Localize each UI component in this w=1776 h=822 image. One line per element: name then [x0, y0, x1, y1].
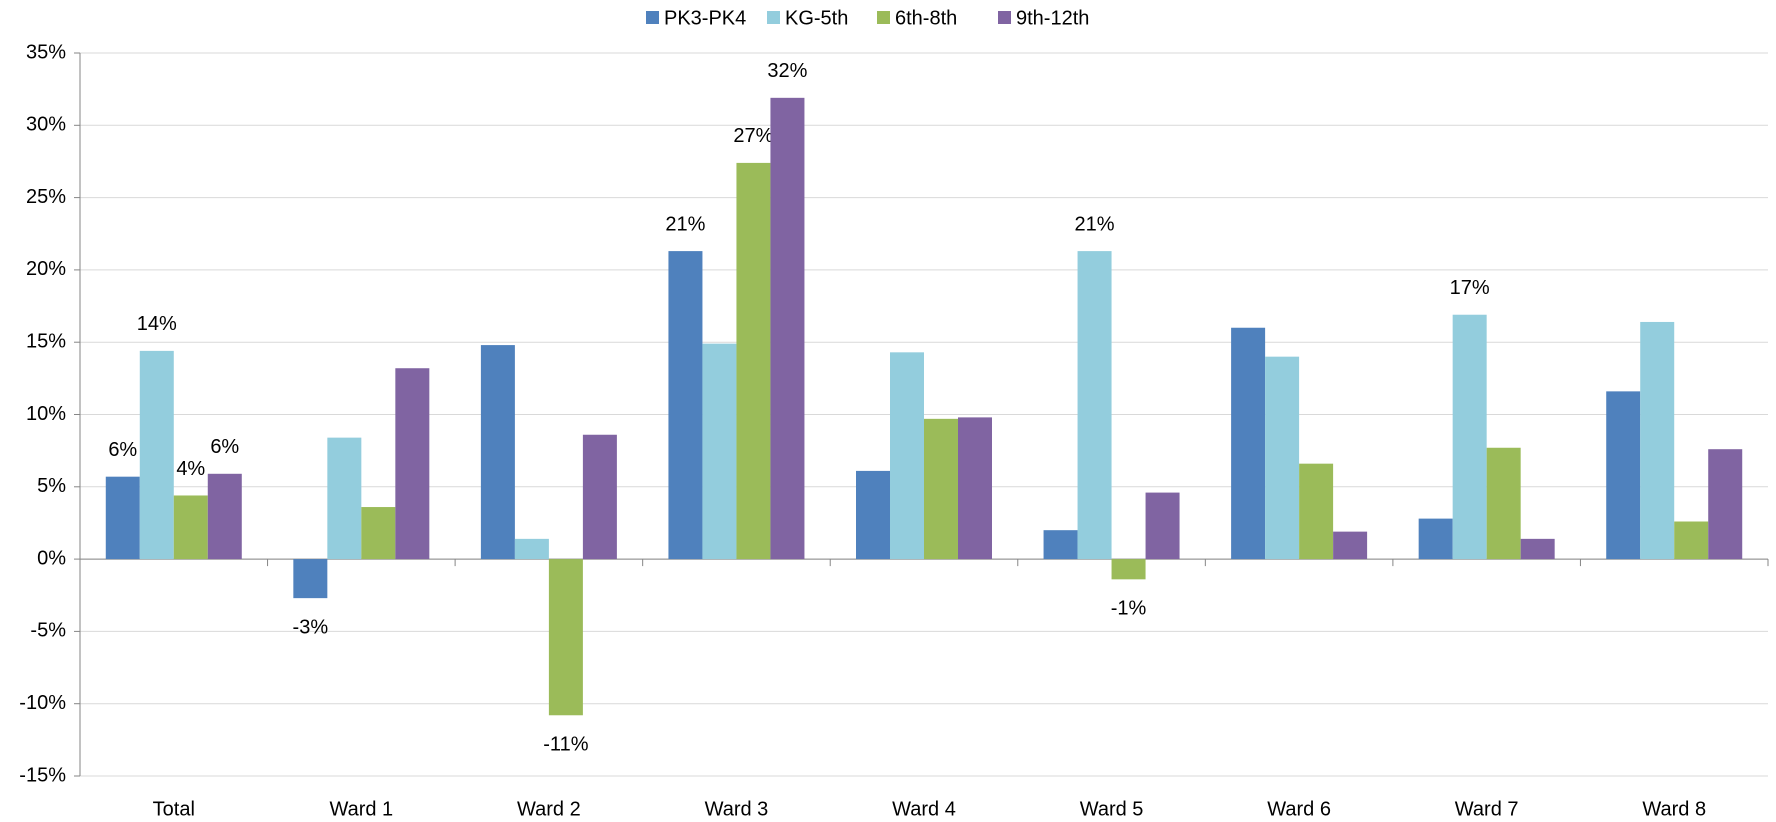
bar: [1708, 449, 1743, 560]
bar: [770, 97, 805, 560]
legend-label: 9th-12th: [1016, 7, 1089, 29]
x-tick-label: Ward 6: [1267, 798, 1331, 820]
bar: [582, 434, 617, 560]
bar: [480, 345, 515, 560]
legend-label: 6th-8th: [895, 7, 957, 29]
y-tick-label: 30%: [26, 114, 66, 136]
bar: [924, 418, 958, 560]
x-tick-label: Ward 5: [1080, 798, 1144, 820]
bar: [958, 417, 992, 560]
x-tick-label: Ward 4: [892, 798, 956, 820]
bar: [207, 473, 242, 560]
bar: [1265, 356, 1300, 560]
data-label: 21%: [665, 213, 705, 235]
bar: [361, 507, 396, 560]
bar: [702, 343, 737, 560]
bar: [1333, 531, 1368, 560]
bar: [1520, 538, 1555, 560]
bar: [1111, 559, 1146, 580]
bar: [1486, 447, 1521, 560]
x-tick-label: Ward 1: [329, 798, 393, 820]
y-tick-label: 0%: [37, 547, 66, 569]
legend-swatch: [767, 11, 780, 24]
x-tick-label: Ward 7: [1455, 798, 1519, 820]
y-tick-label: 5%: [37, 475, 66, 497]
bar: [1145, 492, 1180, 560]
bar: [736, 162, 771, 560]
bar: [1674, 521, 1709, 560]
x-tick-label: Ward 2: [517, 798, 581, 820]
bar: [1299, 463, 1334, 560]
y-tick-label: 35%: [26, 41, 66, 63]
bar: [1640, 321, 1675, 560]
bar: [173, 495, 208, 560]
data-label: -3%: [293, 616, 329, 638]
bar: [1077, 251, 1112, 560]
y-tick-label: 25%: [26, 186, 66, 208]
bar: [1043, 530, 1078, 560]
bar: [1606, 391, 1641, 560]
bar: [1418, 518, 1453, 560]
legend-label: KG-5th: [785, 7, 848, 29]
legend-swatch: [646, 11, 659, 24]
bar: [856, 470, 890, 560]
data-label: 17%: [1450, 277, 1490, 299]
legend-swatch: [998, 11, 1011, 24]
data-label: 6%: [108, 439, 137, 461]
legend-swatch: [877, 11, 890, 24]
legend-label: PK3-PK4: [664, 7, 746, 29]
data-label: 21%: [1075, 213, 1115, 235]
data-label: -11%: [543, 734, 588, 756]
data-label: 6%: [210, 436, 239, 458]
data-label: -1%: [1111, 598, 1147, 620]
data-label: 4%: [176, 458, 205, 480]
data-label: 14%: [137, 313, 177, 335]
y-tick-label: 20%: [26, 258, 66, 280]
bar: [139, 350, 174, 560]
bar: [1452, 314, 1487, 560]
y-tick-label: -10%: [19, 692, 66, 714]
x-tick-label: Ward 3: [705, 798, 769, 820]
x-tick-label: Total: [153, 798, 195, 820]
bar: [1231, 327, 1266, 560]
data-label: 27%: [733, 125, 773, 147]
x-tick-label: Ward 8: [1642, 798, 1706, 820]
y-tick-label: -5%: [30, 620, 66, 642]
bar: [395, 368, 430, 560]
bar: [293, 559, 328, 599]
bar: [890, 352, 924, 560]
data-label: 32%: [767, 60, 807, 82]
y-tick-label: 15%: [26, 330, 66, 352]
bar: [514, 538, 549, 560]
y-tick-label: -15%: [19, 764, 66, 786]
bar: [668, 251, 703, 560]
bar: [327, 437, 362, 560]
y-tick-label: 10%: [26, 403, 66, 425]
bar: [548, 559, 583, 716]
bar: [105, 476, 140, 560]
